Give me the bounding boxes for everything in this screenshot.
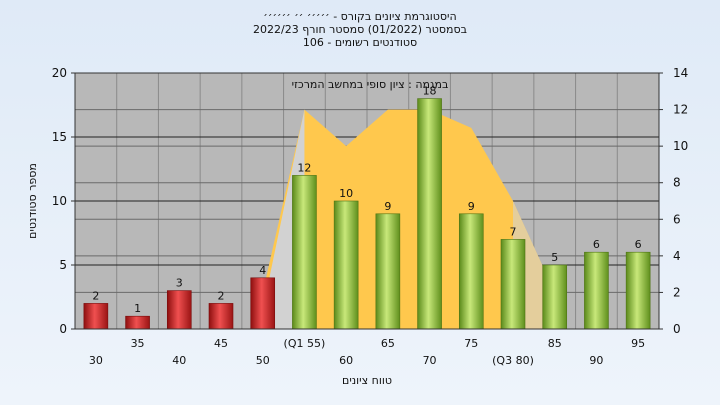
y-right-tick-label: 2 xyxy=(673,285,681,299)
bar-155 xyxy=(292,175,317,330)
bar-value-label: 3 xyxy=(176,277,183,290)
bar-value-label: 1 xyxy=(134,302,141,315)
bar-45 xyxy=(208,303,234,330)
bar-value-label: 2 xyxy=(92,289,99,302)
x-tick-label: 45 xyxy=(214,337,228,350)
x-tick-label: 90 xyxy=(589,354,603,367)
bar-40 xyxy=(166,290,192,330)
x-tick-label: 30 xyxy=(89,354,103,367)
bar-95 xyxy=(625,251,651,330)
y-right-tick-label: 0 xyxy=(673,322,681,336)
x-tick-label: 60 xyxy=(339,354,353,367)
bar-85 xyxy=(542,264,568,330)
bar-value-label: 2 xyxy=(218,289,225,302)
x-tick-label: 70 xyxy=(423,354,437,367)
x-tick-label: 40 xyxy=(172,354,186,367)
bar-value-label: 18 xyxy=(423,85,437,98)
bar-value-label: 7 xyxy=(510,225,517,238)
y-right-tick-label: 14 xyxy=(673,66,688,80)
x-tick-label: 50 xyxy=(256,354,270,367)
y-left-tick-label: 20 xyxy=(52,66,67,80)
x-tick-label: 75 xyxy=(464,337,478,350)
y-right-tick-label: 12 xyxy=(673,103,688,117)
x-axis-label: טווח ציונים xyxy=(342,374,392,387)
bar-75 xyxy=(458,213,484,330)
bar-90 xyxy=(584,251,609,330)
bar-value-label: 5 xyxy=(551,251,558,264)
x-tick-label: 65 xyxy=(381,337,395,350)
x-tick-label: 35 xyxy=(131,337,145,350)
bar-value-label: 6 xyxy=(635,238,642,251)
bar-35 xyxy=(125,315,150,330)
x-tick-label: (Q3 80) xyxy=(492,354,534,367)
bar-value-label: 10 xyxy=(339,187,353,200)
x-tick-label: (Q1 55) xyxy=(284,337,326,350)
bars: 2 1 3 2 4 12 10 9 18 9 7 5 6 6 xyxy=(83,85,651,330)
bar-65 xyxy=(375,213,401,330)
x-tick-label: 85 xyxy=(548,337,562,350)
bar-30 xyxy=(83,303,109,330)
y-left-tick-label: 5 xyxy=(59,258,67,272)
bar-value-label: 12 xyxy=(297,161,311,174)
y-right-tick-label: 4 xyxy=(673,249,681,263)
bar-value-label: 6 xyxy=(593,238,600,251)
y-right-tick-label: 10 xyxy=(673,139,688,153)
y-axis-label: מספר סטודנטים xyxy=(26,163,39,239)
bar-60 xyxy=(333,200,359,330)
y-left-tick-label: 15 xyxy=(52,130,67,144)
y-right-tick-label: 8 xyxy=(673,176,681,190)
bar-value-label: 9 xyxy=(468,200,475,213)
y-right-tick-label: 6 xyxy=(673,212,681,226)
x-tick-label: 95 xyxy=(631,337,645,350)
chart-title-line-1: היסטוגרמת ציונים בקורס - ׳׳׳׳׳ ׳׳ ׳׳׳׳׳׳ xyxy=(263,10,456,23)
chart-title-line-3: סטודנטים רשומים - 106 xyxy=(303,36,417,49)
bar-380 xyxy=(500,239,526,330)
y-left-tick-label: 0 xyxy=(59,322,67,336)
bar-value-label: 4 xyxy=(259,264,266,277)
bar-50 xyxy=(250,277,276,330)
chart-title-line-2: בסמסטר (01/2022) סמסטר חורף 2022/23 xyxy=(253,23,467,36)
bar-value-label: 9 xyxy=(384,200,391,213)
chart-annotation: במגמה : ציון סופי במחשב המרכזי xyxy=(292,78,449,91)
y-left-tick-label: 10 xyxy=(52,194,67,208)
bar-70 xyxy=(417,98,442,330)
